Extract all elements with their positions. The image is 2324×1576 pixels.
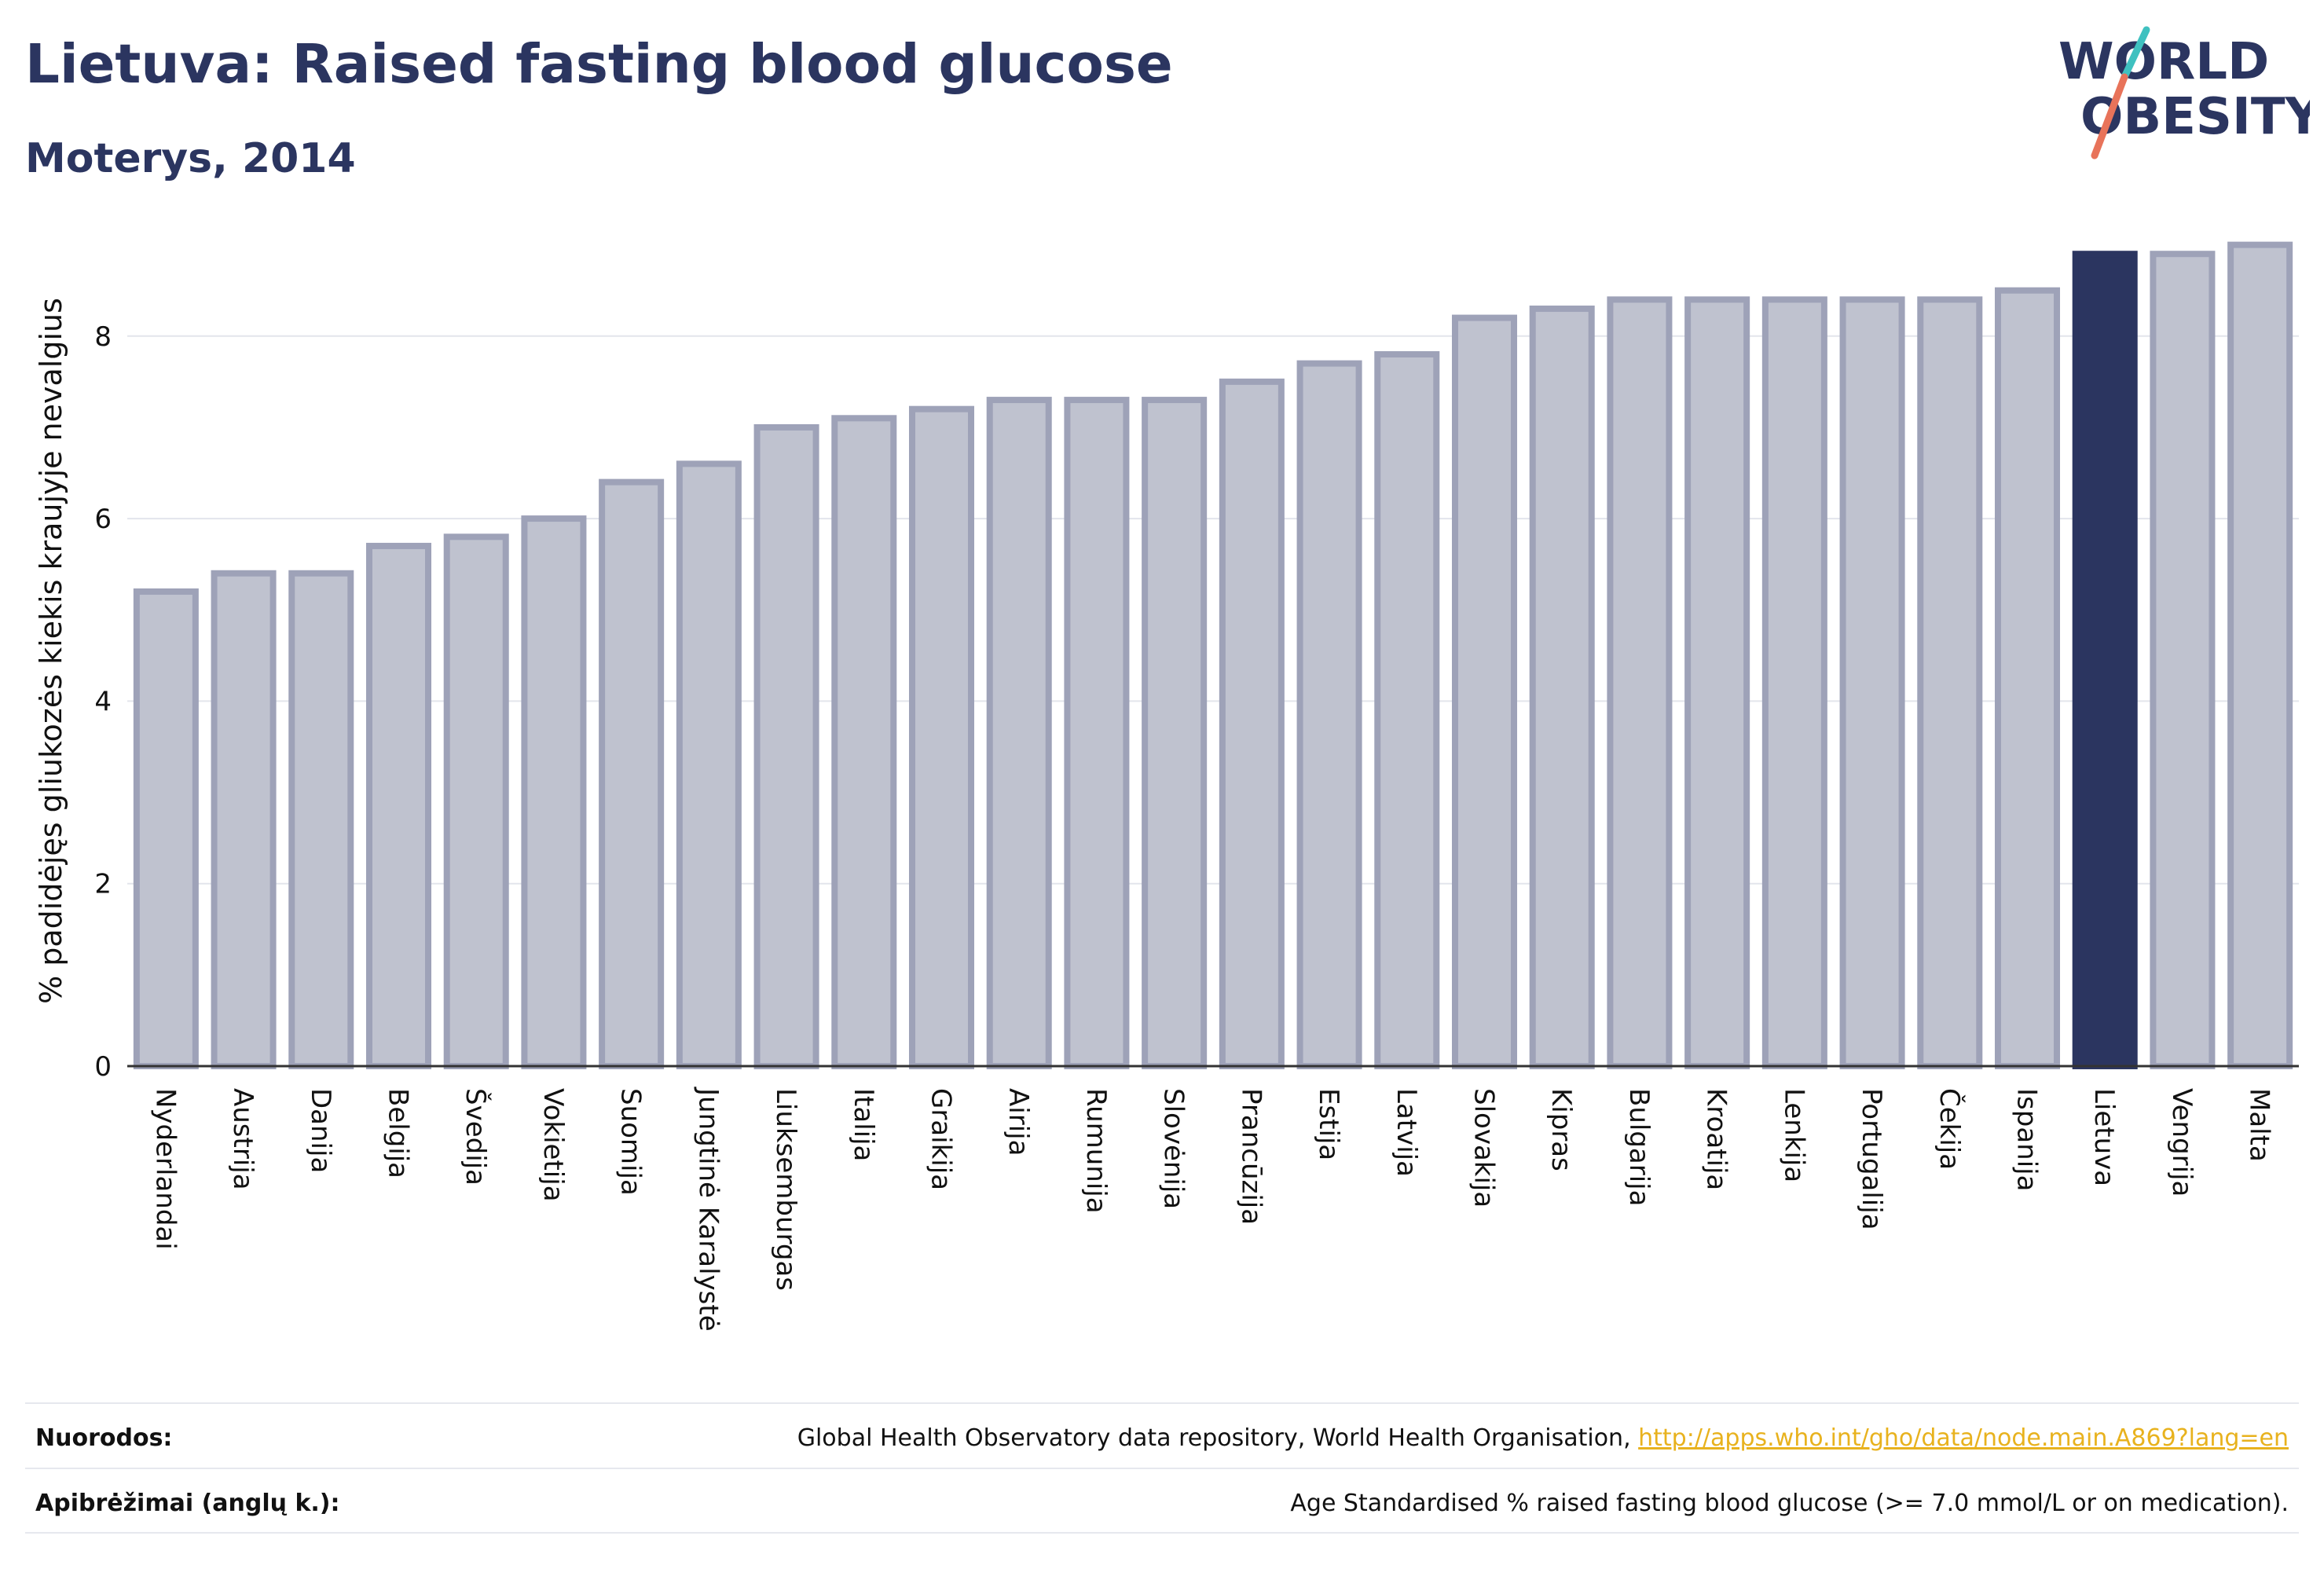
- y-axis-ticks: 0 2 4 6 8: [94, 321, 112, 1083]
- bar[interactable]: [521, 515, 587, 1069]
- x-tick-label: Suomija: [615, 1088, 647, 1196]
- x-tick-label: Portugalija: [1856, 1088, 1887, 1230]
- x-tick-label: Liuksemburgas: [770, 1088, 801, 1291]
- references-link[interactable]: http://apps.who.int/gho/data/node.main.A…: [1638, 1424, 2289, 1452]
- bar[interactable]: [1219, 378, 1285, 1070]
- x-tick-label: Kipras: [1545, 1088, 1577, 1171]
- bar[interactable]: [288, 570, 354, 1069]
- chart-title: Lietuva: Raised fasting blood glucose: [25, 33, 1173, 96]
- bar[interactable]: [908, 405, 975, 1069]
- bar[interactable]: [1064, 397, 1130, 1070]
- bar[interactable]: [2227, 241, 2293, 1070]
- y-axis-title: % padidėjęs gliukozės kiekis kraujyje ne…: [34, 298, 68, 1004]
- bar[interactable]: [1607, 296, 1673, 1069]
- x-tick-label: Kroatija: [1701, 1088, 1732, 1190]
- x-tick-label: Ispanija: [2011, 1088, 2043, 1191]
- y-tick-label: 2: [94, 869, 112, 900]
- bar[interactable]: [1761, 296, 1827, 1069]
- bar[interactable]: [831, 415, 897, 1069]
- bar[interactable]: [211, 570, 277, 1069]
- definitions-label: Apibrėžimai (anglų k.):: [35, 1490, 340, 1517]
- bar[interactable]: [676, 460, 742, 1069]
- x-tick-label: Prancūzija: [1235, 1088, 1266, 1225]
- bar[interactable]: [1142, 397, 1208, 1070]
- bar[interactable]: [443, 533, 509, 1069]
- y-tick-label: 0: [94, 1051, 112, 1083]
- footer-divider-top: [25, 1402, 2299, 1404]
- logo-word-world: WORLD: [2058, 33, 2269, 91]
- footer-divider-middle: [25, 1468, 2299, 1469]
- bar-chart: 0 2 4 6 8 Nyderlandai Austrija Danija Belgija Šv…: [34, 241, 2299, 1332]
- bar[interactable]: [1296, 360, 1362, 1070]
- x-tick-label: Estija: [1313, 1088, 1344, 1160]
- x-tick-label: Jungtinė Karalystė: [692, 1087, 724, 1332]
- x-axis-labels: Nyderlandai Austrija Danija Belgija Švedija V…: [149, 1087, 2275, 1332]
- y-tick-label: 8: [94, 321, 112, 353]
- x-tick-label: Vengrija: [2166, 1088, 2198, 1197]
- bar[interactable]: [1684, 296, 1750, 1069]
- x-tick-label: Belgija: [383, 1088, 414, 1178]
- x-tick-label: Švedija: [460, 1088, 492, 1186]
- bar[interactable]: [2150, 251, 2216, 1070]
- x-tick-label: Graikija: [926, 1088, 957, 1190]
- references-value: Global Health Observatory data repositor…: [797, 1424, 2289, 1452]
- bar[interactable]: [1839, 296, 1905, 1069]
- y-tick-label: 4: [94, 686, 112, 717]
- x-tick-label: Airija: [1003, 1088, 1034, 1156]
- x-tick-label: Čekija: [1934, 1088, 1966, 1170]
- bar[interactable]: [986, 397, 1052, 1070]
- references-text: Global Health Observatory data repositor…: [797, 1424, 1639, 1452]
- footer-divider-bottom: [25, 1532, 2299, 1534]
- x-tick-label: Malta: [2244, 1088, 2275, 1162]
- x-tick-label: Latvija: [1391, 1088, 1422, 1177]
- x-tick-label: Rumunija: [1080, 1088, 1112, 1214]
- bar[interactable]: [2072, 251, 2138, 1070]
- x-tick-label: Slovakija: [1468, 1088, 1500, 1208]
- bar[interactable]: [1994, 287, 2061, 1069]
- bar[interactable]: [1529, 305, 1595, 1069]
- bar[interactable]: [1451, 314, 1518, 1069]
- y-tick-label: 6: [94, 504, 112, 535]
- bar[interactable]: [365, 542, 432, 1069]
- x-tick-label: Danija: [305, 1088, 336, 1173]
- x-tick-label: Austrija: [227, 1088, 258, 1190]
- bar[interactable]: [1374, 351, 1440, 1069]
- bar[interactable]: [1917, 296, 1983, 1069]
- x-tick-label: Slovėnija: [1158, 1088, 1189, 1209]
- x-tick-label: Lenkija: [1778, 1088, 1809, 1182]
- x-tick-label: Italija: [848, 1088, 879, 1161]
- world-obesity-logo: WORLD OBESITY: [2058, 26, 2310, 159]
- x-tick-label: Vokietija: [537, 1088, 569, 1202]
- chart-subtitle: Moterys, 2014: [25, 135, 356, 182]
- bars: [133, 241, 2293, 1070]
- logo-slash-teal: [2121, 26, 2150, 81]
- bar[interactable]: [753, 423, 819, 1069]
- x-tick-label: Bulgarija: [1623, 1088, 1655, 1206]
- bar[interactable]: [599, 478, 665, 1069]
- x-tick-label: Nyderlandai: [149, 1088, 181, 1250]
- bar[interactable]: [133, 588, 199, 1069]
- definitions-value: Age Standardised % raised fasting blood …: [1290, 1490, 2289, 1517]
- logo-slash-coral: [2091, 73, 2128, 159]
- references-label: Nuorodos:: [35, 1424, 173, 1452]
- x-tick-label: Lietuva: [2088, 1088, 2120, 1186]
